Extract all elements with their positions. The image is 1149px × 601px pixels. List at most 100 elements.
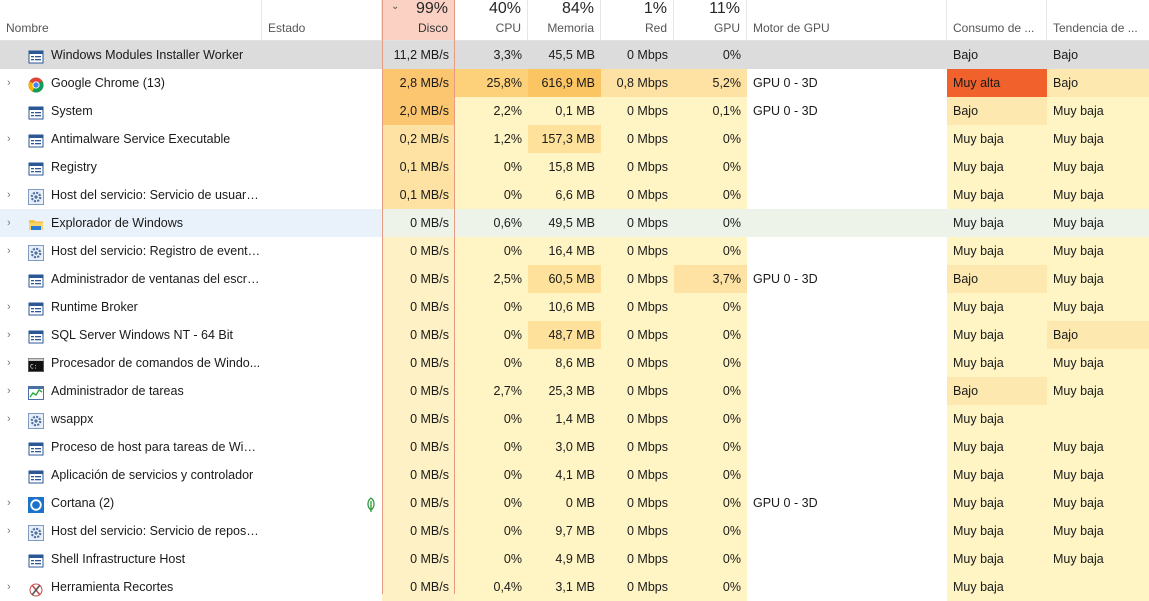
process-name-cell[interactable]: › Cortana (2)	[0, 489, 382, 517]
cell-memory: 48,7 MB	[528, 321, 601, 349]
process-row[interactable]: › Runtime Broker 0 MB/s 0% 10,6 MB 0 Mbps 0% Mu…	[0, 293, 1149, 321]
process-row[interactable]: › C: Procesador de comandos de Windo... 0 M…	[0, 349, 1149, 377]
process-row[interactable]: Administrador de ventanas del escrit... 0…	[0, 265, 1149, 293]
column-header-status[interactable]: Estado	[262, 0, 382, 40]
process-name-cell[interactable]: › wsappx	[0, 405, 382, 433]
column-header-network-pct: 1%	[643, 0, 667, 17]
process-name-cell[interactable]: › Herramienta Recortes	[0, 573, 382, 601]
cell-network: 0 Mbps	[601, 97, 674, 125]
process-row[interactable]: › Cortana (2) 0 MB/s 0% 0 MB 0 Mbps 0% GPU 0 - …	[0, 489, 1149, 517]
process-name-cell[interactable]: › Antimalware Service Executable	[0, 125, 382, 153]
cell-cpu: 2,2%	[455, 97, 528, 125]
cell-trend	[1047, 573, 1149, 601]
process-row[interactable]: Windows Modules Installer Worker 11,2 MB/…	[0, 41, 1149, 69]
cell-power: Muy baja	[947, 489, 1047, 517]
column-header-power-trend[interactable]: Tendencia de ...	[1047, 0, 1149, 40]
process-name: Administrador de tareas	[51, 384, 184, 398]
process-name-cell[interactable]: Shell Infrastructure Host	[0, 545, 382, 573]
expand-chevron-icon[interactable]: ›	[7, 301, 11, 313]
process-row[interactable]: › Google Chrome (13) 2,8 MB/s 25,8% 616,9 MB…	[0, 69, 1149, 97]
cell-gpu-engine	[747, 517, 947, 545]
cell-gpu: 0,1%	[674, 97, 747, 125]
column-header-power-usage-label: Consumo de ...	[953, 21, 1035, 35]
process-row[interactable]: › Host del servicio: Registro de eventos.…	[0, 237, 1149, 265]
expand-chevron-icon[interactable]: ›	[7, 385, 11, 397]
process-row[interactable]: › Administrador de tareas 0 MB/s 2,7% 25,3 M…	[0, 377, 1149, 405]
process-name-cell[interactable]: › Explorador de Windows	[0, 209, 382, 237]
cell-gpu: 0%	[674, 377, 747, 405]
process-row[interactable]: › Host del servicio: Servicio de usuario …	[0, 181, 1149, 209]
process-row[interactable]: System 2,0 MB/s 2,2% 0,1 MB 0 Mbps 0,1% GPU 0 …	[0, 97, 1149, 125]
cell-network: 0 Mbps	[601, 125, 674, 153]
cell-disk: 0 MB/s	[382, 377, 455, 405]
expand-chevron-icon[interactable]: ›	[7, 329, 11, 341]
cell-cpu: 0%	[455, 517, 528, 545]
process-row[interactable]: Aplicación de servicios y controlador 0 M…	[0, 461, 1149, 489]
task-manager-icon	[28, 383, 44, 400]
process-row[interactable]: Proceso de host para tareas de Wind... 0 …	[0, 433, 1149, 461]
process-name-cell[interactable]: Aplicación de servicios y controlador	[0, 461, 382, 489]
expand-chevron-icon[interactable]: ›	[7, 77, 11, 89]
cell-power: Muy baja	[947, 153, 1047, 181]
process-row[interactable]: › SQL Server Windows NT - 64 Bit 0 MB/s 0% 4…	[0, 321, 1149, 349]
column-header-power-usage[interactable]: Consumo de ...	[947, 0, 1047, 40]
expand-chevron-icon[interactable]: ›	[7, 245, 11, 257]
expand-chevron-icon[interactable]: ›	[7, 189, 11, 201]
cell-gpu: 3,7%	[674, 265, 747, 293]
cell-cpu: 1,2%	[455, 125, 528, 153]
process-name-cell[interactable]: › Google Chrome (13)	[0, 69, 382, 97]
expand-chevron-icon[interactable]: ›	[7, 525, 11, 537]
process-name: System	[51, 104, 93, 118]
window-app-icon	[28, 103, 44, 120]
expand-chevron-icon[interactable]: ›	[7, 413, 11, 425]
process-name-cell[interactable]: Registry	[0, 153, 382, 181]
cell-memory: 60,5 MB	[528, 265, 601, 293]
snipping-tool-icon	[28, 579, 44, 597]
process-name-cell[interactable]: › Host del servicio: Servicio de reposito…	[0, 517, 382, 545]
column-header-gpu-pct: 11%	[709, 0, 740, 17]
cell-disk: 2,8 MB/s	[382, 69, 455, 97]
gear-icon	[28, 411, 44, 429]
expand-chevron-icon[interactable]: ›	[7, 581, 11, 593]
process-name-cell[interactable]: Administrador de ventanas del escrit...	[0, 265, 382, 293]
cell-gpu: 0%	[674, 489, 747, 517]
window-app-icon	[28, 327, 44, 344]
expand-chevron-icon[interactable]: ›	[7, 217, 11, 229]
process-row[interactable]: › Herramienta Recortes 0 MB/s 0,4% 3,1 MB 0 M…	[0, 573, 1149, 601]
column-header-disk[interactable]: ⌄ 99% Disco	[382, 0, 455, 40]
column-header-network[interactable]: 1% Red	[601, 0, 674, 40]
process-row[interactable]: Registry 0,1 MB/s 0% 15,8 MB 0 Mbps 0% Muy baj…	[0, 153, 1149, 181]
column-header-cpu[interactable]: 40% CPU	[455, 0, 528, 40]
cell-trend: Muy baja	[1047, 97, 1149, 125]
expand-chevron-icon[interactable]: ›	[7, 133, 11, 145]
cell-gpu: 0%	[674, 545, 747, 573]
cell-memory: 0 MB	[528, 489, 601, 517]
process-name-cell[interactable]: › SQL Server Windows NT - 64 Bit	[0, 321, 382, 349]
column-header-memory[interactable]: 84% Memoria	[528, 0, 601, 40]
leaf-icon	[365, 495, 377, 512]
process-row[interactable]: › Host del servicio: Servicio de reposito…	[0, 517, 1149, 545]
process-name-cell[interactable]: › C: Procesador de comandos de Windo...	[0, 349, 382, 377]
cell-cpu: 0%	[455, 405, 528, 433]
expand-chevron-icon[interactable]: ›	[7, 497, 11, 509]
cell-cpu: 2,7%	[455, 377, 528, 405]
column-header-gpu-engine[interactable]: Motor de GPU	[747, 0, 947, 40]
process-name-cell[interactable]: › Administrador de tareas	[0, 377, 382, 405]
process-name-cell[interactable]: Proceso de host para tareas de Wind...	[0, 433, 382, 461]
process-row[interactable]: Shell Infrastructure Host 0 MB/s 0% 4,9 MB 0…	[0, 545, 1149, 573]
cell-gpu: 0%	[674, 237, 747, 265]
process-row[interactable]: › wsappx 0 MB/s 0% 1,4 MB 0 Mbps 0% Muy baja	[0, 405, 1149, 433]
column-header-name[interactable]: Nombre	[0, 0, 262, 40]
process-name-cell[interactable]: Windows Modules Installer Worker	[0, 41, 382, 69]
process-name-cell[interactable]: System	[0, 97, 382, 125]
expand-chevron-icon[interactable]: ›	[7, 357, 11, 369]
cell-gpu-engine	[747, 181, 947, 209]
process-name-cell[interactable]: › Host del servicio: Registro de eventos.…	[0, 237, 382, 265]
process-row[interactable]: › Antimalware Service Executable 0,2 MB/s 1…	[0, 125, 1149, 153]
cell-gpu-engine	[747, 321, 947, 349]
process-row[interactable]: › Explorador de Windows 0 MB/s 0,6% 49,5 MB 0…	[0, 209, 1149, 237]
process-name-cell[interactable]: › Runtime Broker	[0, 293, 382, 321]
process-name: Windows Modules Installer Worker	[51, 48, 244, 62]
column-header-gpu[interactable]: 11% GPU	[674, 0, 747, 40]
process-name-cell[interactable]: › Host del servicio: Servicio de usuario …	[0, 181, 382, 209]
